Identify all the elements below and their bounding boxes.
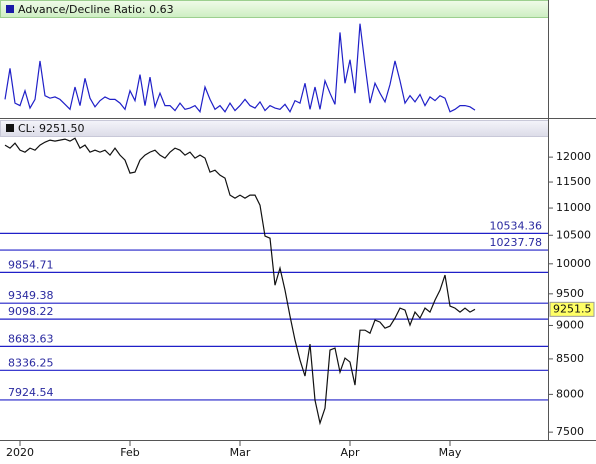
level-label: 9349.38 [8, 289, 54, 302]
level-label: 9854.71 [8, 258, 54, 271]
price-marker-label: 9251.5 [553, 302, 592, 315]
icon [6, 124, 14, 132]
y-tick-label: 9500 [556, 287, 584, 300]
panel-title: CL: 9251.50 [18, 122, 85, 135]
y-tick-label: 8500 [556, 352, 584, 365]
panel-title: Advance/Decline Ratio: 0.63 [18, 3, 174, 16]
x-tick-label: Mar [230, 446, 251, 459]
y-tick-label: 7500 [556, 425, 584, 438]
y-tick-label: 12000 [556, 150, 591, 163]
x-tick-label: 2020 [6, 446, 34, 459]
series-line [4, 23, 476, 114]
level-label: 10237.78 [490, 236, 543, 249]
y-tick-label: 9000 [556, 318, 584, 331]
x-tick-label: Apr [340, 446, 360, 459]
x-tick-label: Feb [120, 446, 139, 459]
icon [6, 5, 14, 13]
level-label: 8336.25 [8, 356, 54, 369]
level-label: 9098.22 [8, 305, 54, 318]
y-tick-label: 11000 [556, 201, 591, 214]
y-tick-label: 11500 [556, 175, 591, 188]
series-line [4, 137, 476, 426]
price-marker [549, 301, 595, 317]
x-tick-label: May [439, 446, 462, 459]
y-tick-label: 10500 [556, 228, 591, 241]
level-label: 10534.36 [490, 219, 543, 232]
y-tick-label: 8000 [556, 387, 584, 400]
y-tick-label: 10000 [556, 257, 591, 270]
level-label: 7924.54 [8, 386, 54, 399]
level-label: 8683.63 [8, 332, 54, 345]
